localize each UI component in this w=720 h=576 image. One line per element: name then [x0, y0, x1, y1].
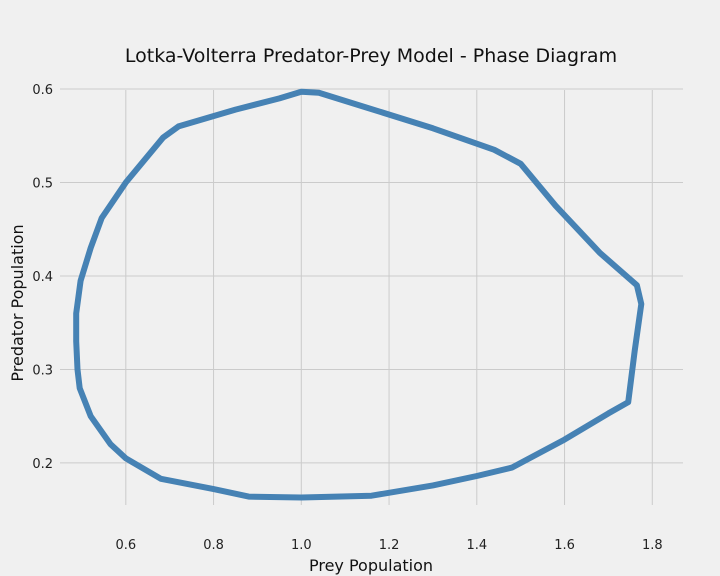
trajectory-point	[158, 476, 164, 482]
trajectory-point	[73, 310, 79, 316]
trajectory-point	[634, 282, 640, 288]
y-tick-label: 0.3	[32, 363, 53, 378]
trajectory-point	[369, 493, 374, 499]
y-axis-label: Predator Population	[8, 224, 27, 381]
trajectory-point	[77, 385, 83, 391]
trajectory-point	[276, 95, 282, 101]
trajectory-point	[605, 410, 611, 416]
trajectory-point	[73, 338, 79, 344]
trajectory-point	[491, 147, 497, 153]
trajectory-point	[298, 495, 304, 500]
trajectory-point	[474, 473, 480, 479]
x-tick-label: 1.4	[466, 538, 487, 553]
trajectory-point	[88, 245, 94, 251]
series-layer	[73, 88, 645, 501]
trajectory-point	[430, 482, 436, 488]
trajectory-point	[78, 278, 84, 284]
y-tick-label: 0.4	[32, 270, 53, 285]
trajectory-point	[211, 486, 217, 492]
trajectory-point	[99, 215, 105, 221]
trajectory-point	[160, 135, 166, 141]
trajectory-point	[298, 89, 304, 95]
phase-trajectory-line	[73, 88, 645, 501]
trajectory-point	[638, 301, 644, 307]
y-tick-labels: 0.2 0.3 0.4 0.5 0.6	[32, 83, 53, 472]
trajectory-point	[123, 180, 129, 185]
x-tick-label: 1.2	[379, 538, 400, 553]
trajectory-point	[518, 161, 524, 167]
x-axis-label: Prey Population	[309, 556, 433, 575]
trajectory-point	[632, 348, 638, 354]
trajectory-point	[108, 441, 113, 447]
x-tick-label: 1.8	[642, 538, 663, 553]
x-tick-label: 1.0	[291, 538, 312, 553]
trajectory-point	[625, 399, 631, 405]
x-tick-label: 0.8	[203, 538, 224, 553]
trajectory-point	[123, 455, 129, 461]
trajectory-point	[246, 494, 252, 500]
trajectory-point	[430, 125, 436, 131]
trajectory-point	[562, 437, 567, 443]
trajectory-point	[316, 90, 322, 96]
trajectory-point	[597, 250, 603, 256]
trajectory-point	[88, 413, 94, 419]
trajectory-point	[75, 367, 80, 372]
grid	[60, 88, 683, 505]
chart-title: Lotka-Volterra Predator-Prey Model - Pha…	[125, 45, 617, 67]
trajectory-point	[509, 465, 515, 471]
y-tick-label: 0.6	[32, 83, 53, 98]
trajectory-point	[364, 105, 370, 111]
trajectory-point	[553, 203, 559, 209]
trajectory-point	[176, 123, 181, 129]
trajectory-point	[233, 107, 238, 113]
y-tick-label: 0.5	[32, 177, 53, 192]
x-tick-labels: 0.6 0.8 1.0 1.2 1.4 1.6 1.8	[115, 538, 662, 553]
x-tick-label: 1.6	[554, 538, 575, 553]
y-tick-label: 0.2	[32, 457, 53, 472]
x-tick-label: 0.6	[115, 538, 136, 553]
